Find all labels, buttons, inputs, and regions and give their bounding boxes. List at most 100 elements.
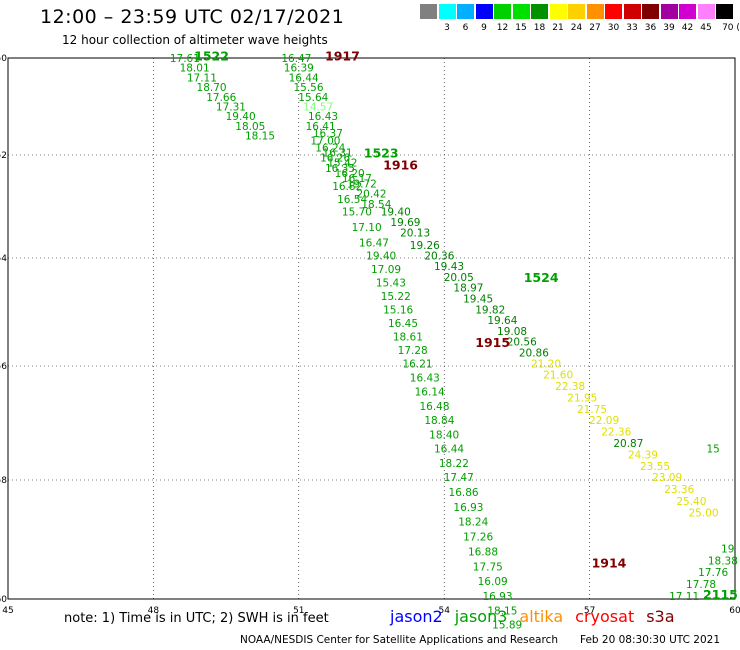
swh-value: 15.42 — [327, 158, 357, 170]
satellite-altika: altika — [519, 607, 564, 626]
swh-value: 25.40 — [676, 496, 706, 508]
swh-value: 16.43 — [410, 372, 440, 384]
swh-value: 20.13 — [400, 227, 430, 239]
legend-swatch — [660, 4, 678, 19]
swh-value: 23.09 — [652, 472, 682, 484]
swh-value: 19.69 — [390, 217, 420, 229]
y-tick-label: -52 — [0, 151, 7, 161]
swh-value: 17.76 — [698, 567, 728, 579]
swh-value: 17.26 — [463, 532, 493, 544]
legend-swatch — [531, 4, 548, 19]
swh-value: 18.24 — [458, 517, 488, 529]
swh-value: 16.88 — [468, 546, 498, 558]
y-tick-label: -56 — [0, 362, 7, 372]
swh-value: 16.44 — [434, 444, 464, 456]
swh-value: 16.44 — [289, 72, 319, 84]
y-tick-label: -50 — [0, 54, 7, 64]
legend-swatch — [679, 4, 696, 19]
swh-value: 16.93 — [482, 591, 512, 603]
observation-labels: 16.4716.3916.4415.5615.6414.5716.4316.41… — [170, 53, 738, 632]
swh-value: 19 — [721, 543, 734, 555]
swh-value: 18.22 — [439, 458, 469, 470]
satellite-s3a: s3a — [646, 607, 675, 626]
legend-swatch — [716, 4, 733, 19]
y-tick-label: -60 — [0, 595, 7, 605]
timestamp: Feb 20 08:30:30 UTC 2021 — [580, 634, 720, 646]
satellite-jason2: jason2 — [390, 607, 443, 626]
swh-value: 17.11 — [187, 72, 217, 84]
swh-value: 17.47 — [444, 472, 474, 484]
legend-label: 24 — [570, 23, 583, 33]
legend-label: 30 — [607, 23, 620, 33]
legend-label: 15 — [515, 23, 527, 33]
map-axes: 45 48 51 54 57 60 -50 -52 -54 -56 -58 -60 — [0, 54, 740, 616]
swh-value: 14.57 — [303, 102, 333, 114]
pass-id-label: 1915 — [475, 335, 510, 350]
footnote: note: 1) Time is in UTC; 2) SWH is in fe… — [64, 611, 329, 626]
swh-value: 20.86 — [519, 348, 549, 360]
swh-value: 16.26 — [320, 153, 350, 165]
swh-value: 16.35 — [325, 163, 355, 175]
legend-swatch — [475, 4, 493, 19]
swh-value: 16.82 — [332, 181, 362, 193]
swh-value: 18.97 — [453, 283, 483, 295]
swh-value: 18.70 — [197, 82, 227, 94]
swh-value: 18.40 — [429, 429, 459, 441]
swh-value: 17.28 — [398, 345, 428, 357]
swh-value: 16.93 — [453, 502, 483, 514]
swh-value: 22.09 — [589, 415, 619, 427]
swh-value: 19.08 — [497, 326, 527, 338]
swh-value: 19.82 — [475, 304, 505, 316]
swh-value: 20.56 — [507, 337, 537, 349]
legend-label: 36 — [644, 23, 657, 33]
swh-value: 15.22 — [381, 291, 411, 303]
swh-value: 17.61 — [170, 53, 200, 65]
map-title: 12:00 – 23:59 UTC 02/17/2021 — [40, 6, 345, 28]
pass-id-label: 1916 — [383, 157, 418, 172]
x-tick-label: 48 — [148, 606, 160, 616]
map-frame — [7, 57, 736, 600]
legend-label: 33 — [626, 23, 638, 33]
swh-value: 21.75 — [577, 404, 607, 416]
legend-label: 3 — [444, 23, 450, 33]
swh-value: 25.00 — [688, 508, 718, 520]
legend-swatch — [605, 4, 622, 19]
x-tick-label: 60 — [729, 606, 740, 616]
legend-swatch — [420, 4, 437, 19]
legend-label: 9 — [481, 23, 487, 33]
swh-value: 21.20 — [531, 358, 561, 370]
pass-id-label: 1523 — [364, 146, 399, 161]
pass-id-label: 1524 — [524, 270, 559, 285]
y-tick-label: -58 — [0, 476, 7, 486]
legend-swatch — [697, 4, 715, 19]
swh-value: 16.20 — [335, 168, 365, 180]
swh-value: 24.39 — [628, 449, 658, 461]
legend-label: 18 — [533, 23, 546, 33]
swh-value: 16.14 — [415, 387, 445, 399]
legend-swatch — [642, 4, 659, 19]
swh-value: 16.54 — [337, 194, 367, 206]
legend-swatch — [586, 4, 604, 19]
swh-value: 16.09 — [478, 576, 508, 588]
swh-value: 17.11 — [669, 591, 699, 603]
swh-value: 16.45 — [388, 318, 418, 330]
swh-value: 22.38 — [555, 381, 585, 393]
pass-id-label: 1522 — [194, 49, 229, 64]
legend-swatch — [494, 4, 511, 19]
swh-value: 16.43 — [308, 111, 338, 123]
x-tick-label: 51 — [293, 606, 304, 616]
map-grid — [7, 57, 736, 600]
swh-value: 17.10 — [352, 222, 382, 234]
swh-value: 15.43 — [376, 277, 406, 289]
legend-label: 70 (ft) — [722, 23, 740, 33]
swh-value: 17.66 — [206, 92, 236, 104]
swh-value: 15.89 — [492, 620, 522, 632]
swh-value: 19.72 — [347, 178, 377, 190]
swh-value: 16.41 — [306, 121, 336, 133]
x-tick-label: 54 — [438, 606, 450, 616]
legend-label: 42 — [681, 23, 694, 33]
swh-value: 19.40 — [226, 111, 256, 123]
swh-value: 21.95 — [567, 392, 597, 404]
swh-value: 23.55 — [640, 461, 670, 473]
swh-value: 21.60 — [543, 370, 573, 382]
